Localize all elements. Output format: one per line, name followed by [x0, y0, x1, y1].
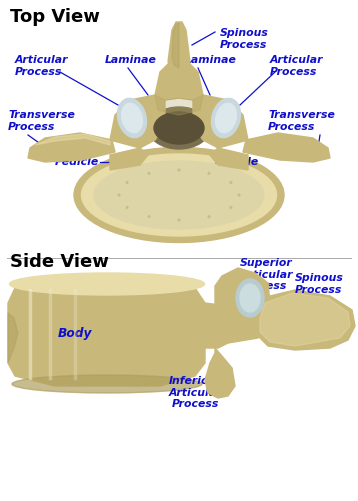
Ellipse shape [178, 169, 180, 171]
Text: Pedicle: Pedicle [55, 157, 99, 167]
Polygon shape [172, 23, 179, 68]
Text: Body: Body [58, 327, 92, 340]
Ellipse shape [117, 98, 146, 138]
Text: Transverse
Process: Transverse Process [8, 110, 75, 132]
Polygon shape [168, 22, 190, 70]
Polygon shape [260, 293, 350, 346]
Ellipse shape [208, 172, 210, 174]
Ellipse shape [212, 98, 241, 138]
Text: Body: Body [162, 193, 196, 206]
Text: Side View: Side View [10, 253, 109, 271]
Ellipse shape [82, 154, 276, 236]
Polygon shape [205, 303, 262, 346]
Text: Articular
Process: Articular Process [270, 55, 324, 77]
Ellipse shape [238, 194, 240, 196]
Polygon shape [8, 280, 205, 386]
Polygon shape [35, 134, 110, 145]
Text: Transverse
Process: Transverse Process [268, 110, 335, 132]
Text: Superior
Articular
Process: Superior Articular Process [240, 258, 294, 291]
Ellipse shape [230, 206, 232, 208]
Text: Top View: Top View [10, 8, 100, 26]
Ellipse shape [178, 219, 180, 221]
Polygon shape [243, 133, 330, 162]
Polygon shape [193, 95, 248, 148]
Text: Spinous
Process: Spinous Process [295, 273, 344, 295]
Ellipse shape [122, 103, 142, 133]
Polygon shape [110, 95, 165, 148]
Polygon shape [190, 303, 228, 358]
Ellipse shape [148, 107, 210, 149]
Text: Inferiors
Articular
Process: Inferiors Articular Process [168, 376, 222, 409]
Polygon shape [8, 313, 18, 363]
Ellipse shape [94, 161, 264, 229]
Polygon shape [155, 95, 203, 115]
Ellipse shape [126, 206, 128, 208]
Ellipse shape [216, 103, 236, 133]
Polygon shape [215, 268, 270, 316]
Text: Spinous
Process: Spinous Process [220, 28, 269, 50]
Text: Articular
Process: Articular Process [15, 55, 68, 77]
Polygon shape [210, 148, 248, 170]
Polygon shape [155, 58, 203, 100]
Ellipse shape [154, 112, 204, 144]
Polygon shape [258, 290, 355, 350]
Ellipse shape [148, 215, 150, 217]
Ellipse shape [126, 181, 128, 183]
Ellipse shape [236, 279, 264, 317]
Ellipse shape [74, 147, 284, 242]
Ellipse shape [10, 273, 204, 295]
Polygon shape [205, 348, 235, 398]
Polygon shape [110, 148, 148, 170]
Ellipse shape [118, 194, 120, 196]
Ellipse shape [208, 215, 210, 217]
Ellipse shape [240, 284, 260, 312]
Text: Pedicle: Pedicle [215, 157, 259, 167]
Text: Laminae: Laminae [185, 55, 237, 65]
Polygon shape [28, 133, 115, 162]
Ellipse shape [230, 181, 232, 183]
Text: Laminae: Laminae [105, 55, 157, 65]
Ellipse shape [148, 172, 150, 174]
Ellipse shape [12, 375, 202, 393]
